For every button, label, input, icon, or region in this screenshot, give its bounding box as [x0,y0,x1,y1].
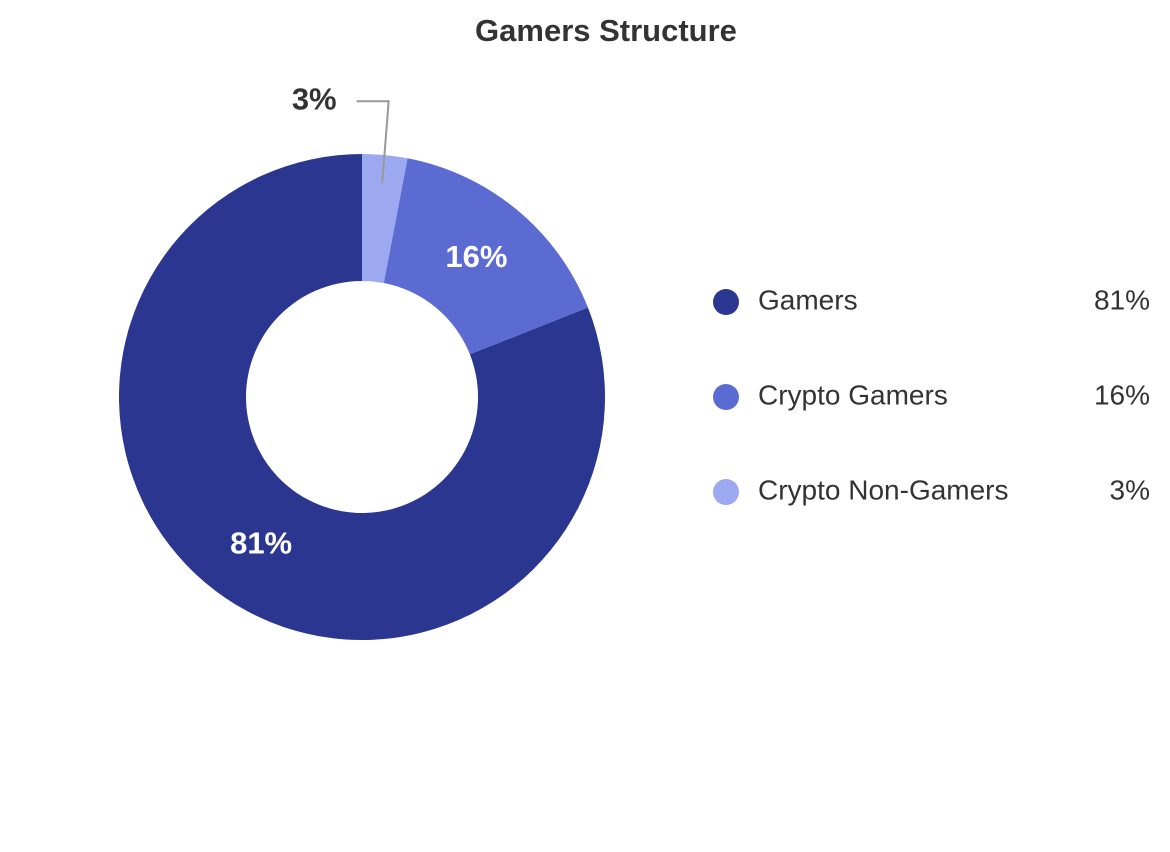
legend-value: 81% [1094,284,1150,315]
legend-label: Gamers [758,284,858,315]
slice [118,154,605,640]
legend-marker [713,384,739,410]
leader-line [356,100,390,184]
slice-label: 16% [445,239,507,274]
slice-label: 81% [230,526,292,561]
legend-label: Crypto Gamers [758,379,948,410]
legend-marker [713,289,739,315]
slice-label: 3% [292,81,337,116]
legend-label: Crypto Non-Gamers [758,474,1009,505]
slice [383,158,588,355]
legend-value: 16% [1094,379,1150,410]
legend-value: 3% [1110,474,1150,505]
slice [362,154,408,284]
chart-title: Gamers Structure [475,13,737,48]
legend-marker [713,479,739,505]
